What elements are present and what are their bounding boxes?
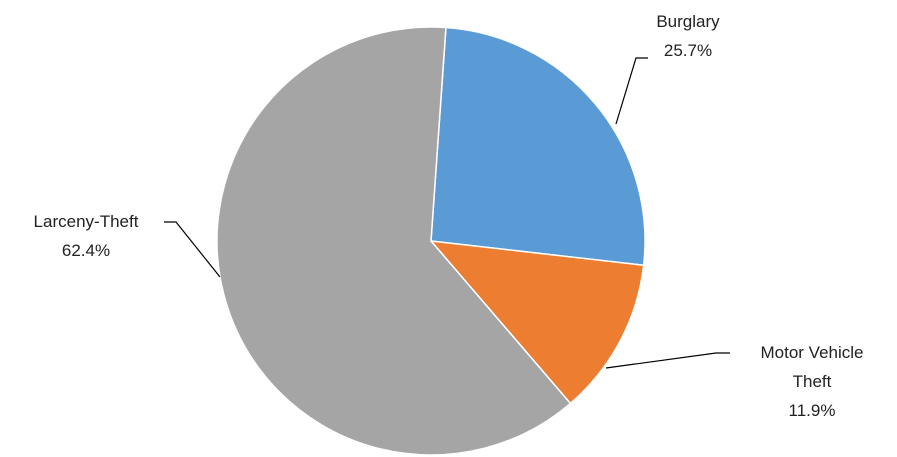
leader-line-burglary bbox=[615, 57, 648, 125]
slice-value-burglary: 25.7% bbox=[664, 41, 712, 60]
slice-label-larceny-theft: Larceny-Theft bbox=[34, 212, 139, 231]
slice-label-motor-vehicle-theft-line1: Motor Vehicle bbox=[761, 343, 864, 362]
pie-slice-larceny-theft bbox=[216, 26, 572, 456]
leader-line-motor-vehicle-theft bbox=[605, 352, 730, 369]
slice-value-larceny-theft: 62.4% bbox=[62, 241, 110, 260]
slice-label-burglary: Burglary bbox=[656, 12, 720, 31]
slice-label-motor-vehicle-theft-line2: Theft bbox=[793, 372, 832, 391]
leader-line-larceny-theft bbox=[164, 221, 221, 278]
slice-value-motor-vehicle-theft: 11.9% bbox=[789, 401, 836, 420]
pie-slices bbox=[216, 26, 646, 456]
pie-slice-motor-vehicle-theft bbox=[429, 240, 645, 405]
slice-labels: Burglary 25.7% Motor Vehicle Theft 11.9%… bbox=[34, 12, 864, 420]
pie-slice-burglary bbox=[430, 26, 646, 267]
leader-lines bbox=[164, 57, 730, 369]
